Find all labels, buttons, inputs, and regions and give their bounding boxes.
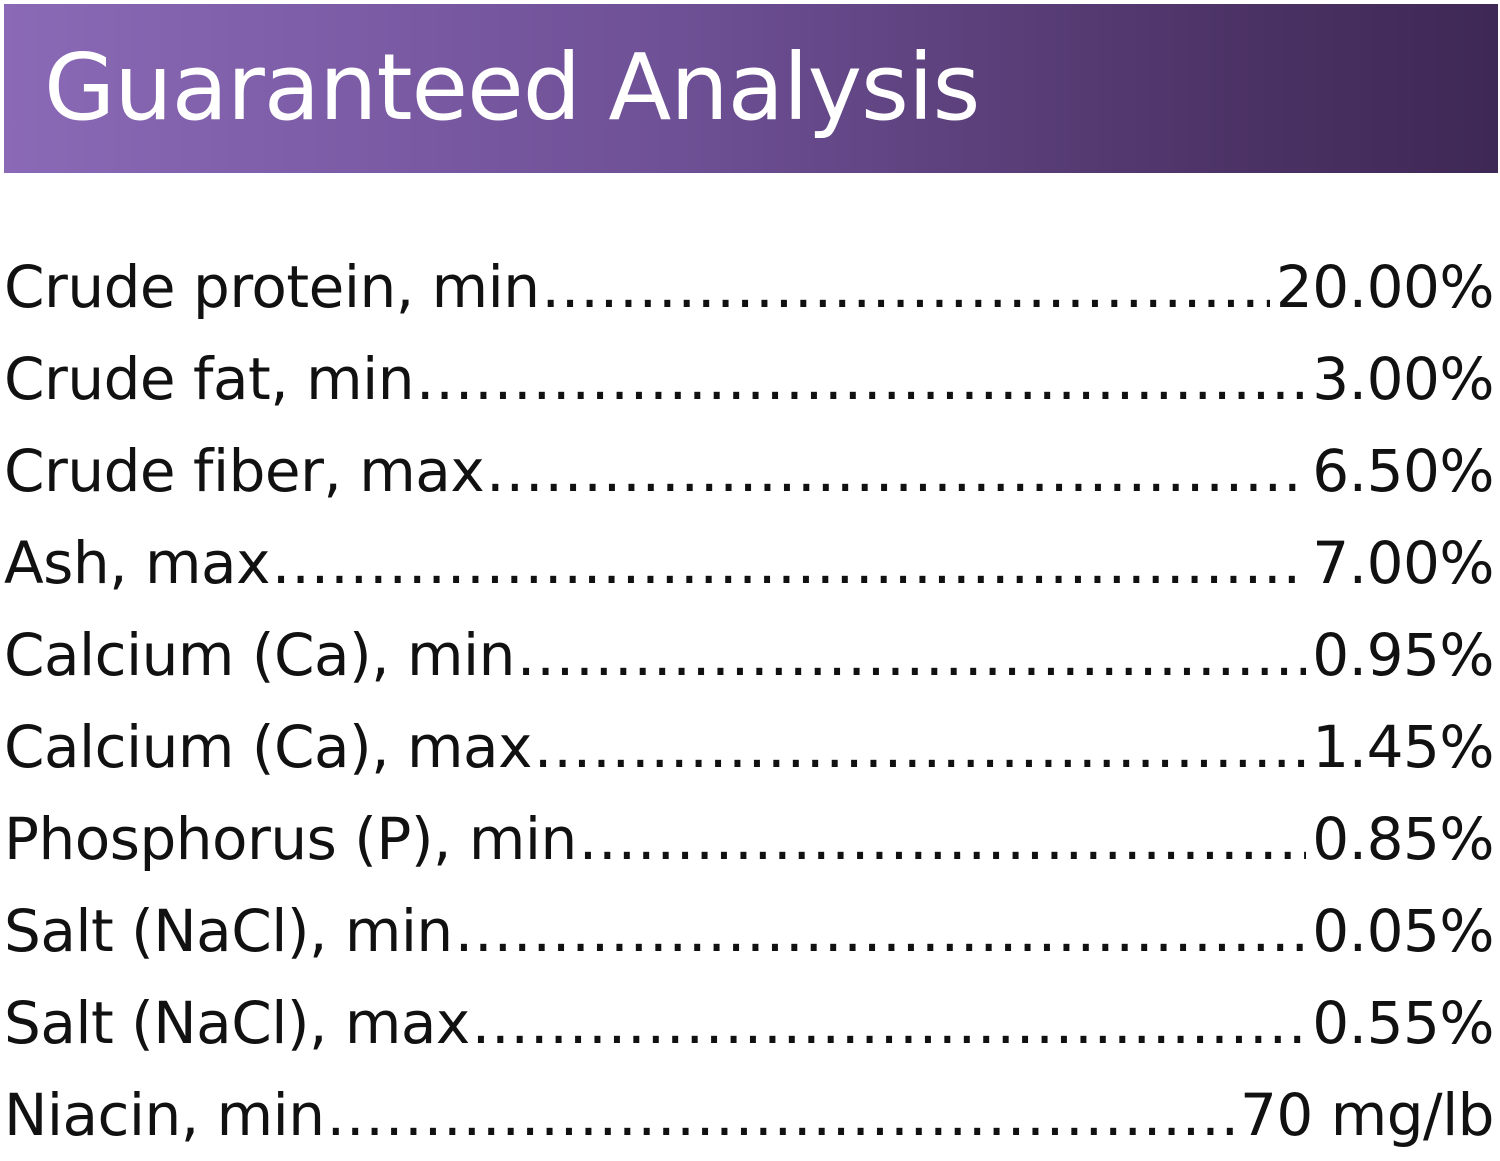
- row-label: Niacin, min: [4, 1081, 325, 1149]
- row-value: 70 mg/lb: [1239, 1081, 1494, 1149]
- row-value: 0.95%: [1312, 621, 1494, 689]
- analysis-row: Crude fat, min 3.00%: [4, 333, 1494, 425]
- row-value: 0.55%: [1312, 989, 1494, 1057]
- analysis-row: Calcium (Ca), min 0.95%: [4, 609, 1494, 701]
- dot-leader: [327, 1069, 1234, 1161]
- dot-leader: [486, 425, 1306, 517]
- analysis-row: Niacin, min 70 mg/lb: [4, 1069, 1494, 1161]
- dot-leader: [517, 609, 1306, 701]
- row-value: 3.00%: [1312, 345, 1494, 413]
- row-label: Phosphorus (P), min: [4, 805, 577, 873]
- row-label: Ash, max: [4, 529, 270, 597]
- row-label: Crude fiber, max: [4, 437, 485, 505]
- row-value: 6.50%: [1312, 437, 1494, 505]
- page-title: Guaranteed Analysis: [44, 34, 980, 141]
- dot-leader: [455, 885, 1307, 977]
- analysis-row: Phosphorus (P), min 0.85%: [4, 793, 1494, 885]
- analysis-row: Crude fiber, max 6.50%: [4, 425, 1494, 517]
- row-label: Calcium (Ca), max: [4, 713, 532, 781]
- dot-leader: [272, 517, 1306, 609]
- dot-leader: [416, 333, 1306, 425]
- row-value: 20.00%: [1275, 253, 1494, 321]
- analysis-row: Salt (NaCl), min 0.05%: [4, 885, 1494, 977]
- header-banner: Guaranteed Analysis: [4, 4, 1498, 173]
- analysis-row: Ash, max 7.00%: [4, 517, 1494, 609]
- row-value: 0.05%: [1312, 897, 1494, 965]
- row-value: 1.45%: [1312, 713, 1494, 781]
- row-label: Crude protein, min: [4, 253, 540, 321]
- dot-leader: [534, 701, 1306, 793]
- analysis-row: Crude protein, min 20.00%: [4, 241, 1494, 333]
- analysis-list: Crude protein, min 20.00% Crude fat, min…: [4, 241, 1494, 1161]
- row-label: Salt (NaCl), min: [4, 897, 453, 965]
- row-label: Crude fat, min: [4, 345, 415, 413]
- dot-leader: [579, 793, 1306, 885]
- analysis-row: Salt (NaCl), max 0.55%: [4, 977, 1494, 1069]
- dot-leader: [541, 241, 1269, 333]
- row-value: 0.85%: [1312, 805, 1494, 873]
- row-label: Calcium (Ca), min: [4, 621, 515, 689]
- row-value: 7.00%: [1312, 529, 1494, 597]
- dot-leader: [472, 977, 1307, 1069]
- analysis-row: Calcium (Ca), max 1.45%: [4, 701, 1494, 793]
- row-label: Salt (NaCl), max: [4, 989, 470, 1057]
